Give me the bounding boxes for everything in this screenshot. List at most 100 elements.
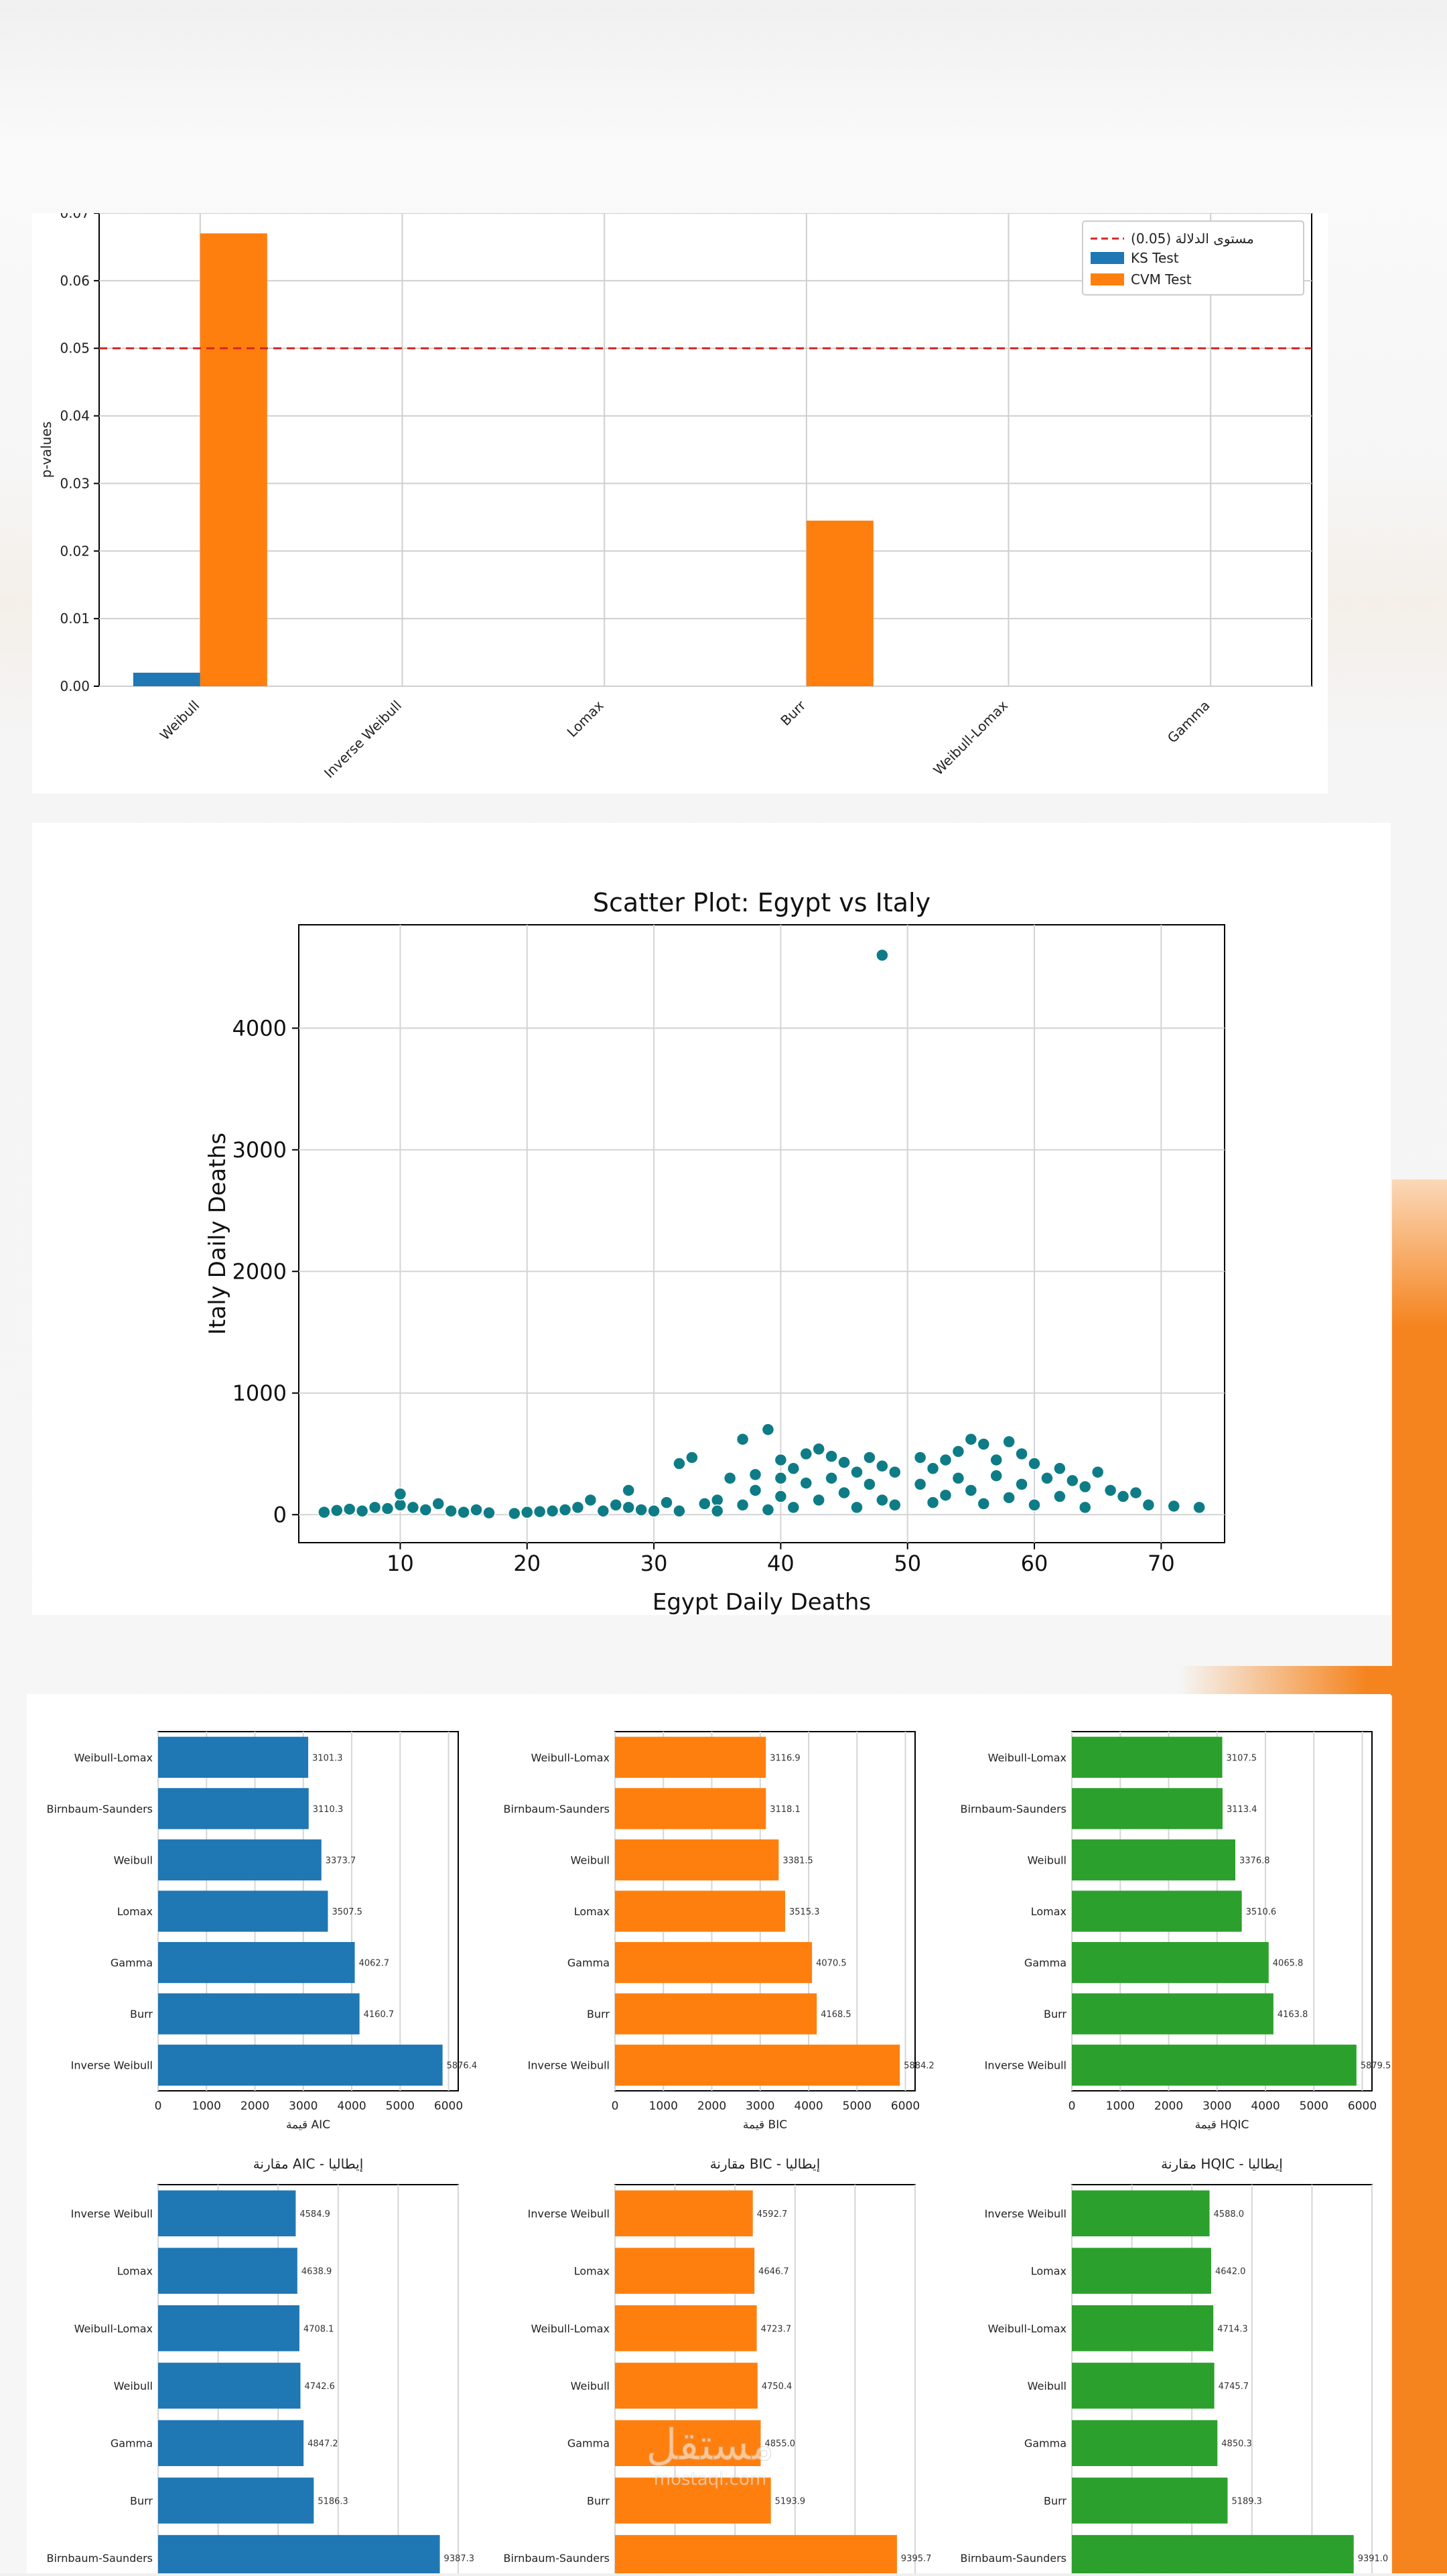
scatter-point <box>977 1497 991 1510</box>
y-tick-label: 0.03 <box>60 475 90 491</box>
scatter-point <box>1192 1500 1206 1515</box>
hbar <box>615 2362 758 2409</box>
scatter-point <box>1091 1465 1105 1479</box>
scatter-point <box>850 1500 864 1515</box>
chart-title: Scatter Plot: Egypt vs Italy <box>593 888 931 917</box>
hbar <box>1072 1736 1223 1778</box>
x-tick-label: 0 <box>155 2100 162 2113</box>
x-tick-label: 40 <box>767 1551 795 1576</box>
scatter-point <box>533 1504 547 1519</box>
scatter-point <box>888 1465 902 1479</box>
x-axis-label: قيمة HQIC <box>1195 2118 1249 2132</box>
hbar <box>615 1736 766 1778</box>
bar-value-label: 3510.6 <box>1246 1907 1277 1917</box>
bar-value-label: 4062.7 <box>359 1959 390 1969</box>
scatter-point <box>888 1498 902 1512</box>
scatter-point <box>457 1505 470 1519</box>
bar-value-label: 4745.7 <box>1219 2382 1249 2392</box>
hbar <box>615 2045 900 2086</box>
y-tick-label: Weibull <box>1028 2380 1066 2392</box>
plot-frame <box>298 924 1225 1543</box>
scatter-point <box>622 1484 635 1497</box>
scatter-point <box>482 1506 496 1520</box>
scatter-point <box>1066 1474 1079 1488</box>
scatter-point <box>673 1457 686 1470</box>
scatter-point <box>545 1504 559 1518</box>
bar-value-label: 4750.4 <box>762 2382 793 2392</box>
legend-label: CVM Test <box>1131 271 1192 287</box>
scatter-point <box>330 1504 344 1517</box>
y-tick-label: Lomax <box>117 1905 153 1918</box>
scatter-point <box>786 1462 801 1476</box>
hbar <box>158 1993 360 2035</box>
bar-value-label: 3113.4 <box>1227 1805 1257 1815</box>
scatter-point <box>748 1468 762 1482</box>
scatter-point <box>698 1497 711 1510</box>
bar-value-label: 4592.7 <box>757 2209 788 2219</box>
y-tick-label: Gamma <box>1024 2437 1066 2450</box>
pvalues-bar-chart: 0.00 0.01 0.02 0.03 0.04 0.05 0.06 0.07 Weibull I… <box>38 205 1312 781</box>
bar-value-label: 5189.3 <box>1231 2496 1262 2506</box>
bar-value-label: 4588.0 <box>1214 2209 1245 2219</box>
scatter-point <box>939 1453 953 1467</box>
x-tick-label: 6000 <box>434 2100 463 2113</box>
bar-value-label: 5186.3 <box>318 2496 348 2506</box>
y-tick-label: Birnbaum-Saunders <box>961 2552 1066 2565</box>
y-tick-label: 0 <box>273 1502 287 1527</box>
hbar <box>158 2477 314 2524</box>
scatter-point <box>736 1432 750 1446</box>
bar-value-label: 4742.6 <box>304 2382 335 2392</box>
x-tick-label: Weibull-Lomax <box>930 697 1011 778</box>
scatter-point <box>774 1490 788 1503</box>
scatter-point <box>1103 1484 1117 1497</box>
scatter-point <box>774 1472 788 1485</box>
y-tick-label: Weibull <box>571 2380 610 2392</box>
bar-value-label: 4065.8 <box>1273 1959 1304 1969</box>
y-tick-label: Inverse Weibull <box>985 2207 1066 2220</box>
decorative-orange-band <box>1179 1666 1447 1695</box>
scatter-point <box>1142 1498 1156 1512</box>
scatter-point <box>951 1472 965 1485</box>
scatter-point <box>736 1498 750 1512</box>
bar-value-label: 4847.2 <box>307 2439 338 2449</box>
bar-value-label: 3376.8 <box>1239 1856 1270 1866</box>
x-tick-label: 2000 <box>697 2100 726 2113</box>
y-tick-label: Inverse Weibull <box>71 2059 153 2072</box>
y-tick-label: Weibull-Lomax <box>74 1751 153 1764</box>
information-criteria-charts: 0 1000 2000 3000 4000 5000 6000 3101.3 Weibull-L… <box>47 1731 1391 2576</box>
y-tick-label: Weibull <box>571 1854 610 1866</box>
scatter-point <box>825 1472 838 1485</box>
scatter-point <box>622 1500 635 1515</box>
x-tick-label: 3000 <box>1202 2100 1231 2113</box>
scatter-point <box>1116 1490 1130 1503</box>
y-tick-label: Burr <box>587 2494 610 2507</box>
x-tick-label: Gamma <box>1164 698 1213 747</box>
x-tick-label: 1000 <box>1106 2100 1135 2113</box>
hbar <box>1072 1839 1236 1881</box>
scatter-point <box>634 1503 648 1517</box>
x-tick-label: 0 <box>1069 2100 1076 2113</box>
y-tick-label: Weibull-Lomax <box>531 2322 610 2335</box>
hbar <box>158 1839 322 1881</box>
scatter-point <box>381 1502 395 1515</box>
y-tick-label: Inverse Weibull <box>528 2059 610 2072</box>
scatter-point <box>812 1493 825 1507</box>
x-tick-label: 6000 <box>891 2100 920 2113</box>
hbar <box>615 2477 771 2524</box>
decorative-orange-strip <box>1392 1179 1447 2573</box>
hbar <box>1072 1890 1242 1932</box>
scatter-point <box>710 1504 724 1518</box>
hbar <box>615 2420 761 2466</box>
y-axis-label: Italy Daily Deaths <box>204 1133 231 1335</box>
y-tick-label: Gamma <box>111 2437 153 2450</box>
bar-value-label: 3116.9 <box>770 1753 801 1763</box>
bar-value-label: 5884.2 <box>904 2061 935 2071</box>
watermark-text: مستقل <box>646 2421 774 2470</box>
bar-value-label: 3110.3 <box>313 1805 344 1815</box>
scatter-point <box>863 1478 876 1491</box>
y-axis-label: p-values <box>38 422 54 478</box>
scatter-point <box>876 1493 889 1507</box>
hbar <box>615 2534 897 2576</box>
y-tick-label: Burr <box>1044 2008 1066 2020</box>
scatter-point <box>521 1505 534 1519</box>
